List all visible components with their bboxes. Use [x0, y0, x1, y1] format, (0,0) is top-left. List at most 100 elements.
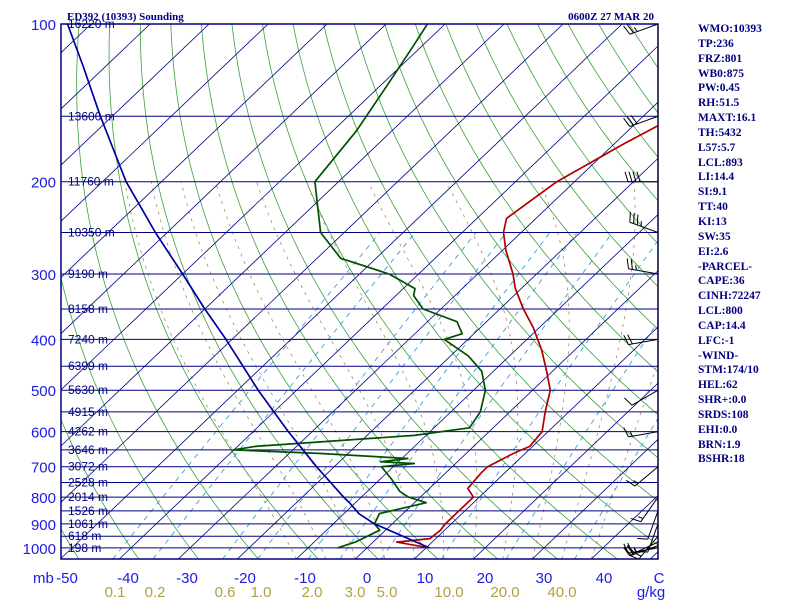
moist-adiabat: [590, 360, 658, 559]
mixing-ratio-label: 3.0: [345, 584, 366, 600]
valid-time: 0600Z 27 MAR 20: [568, 11, 654, 23]
pressure-tick-label: 1000: [23, 541, 56, 558]
height-label: 16220 m: [68, 17, 115, 31]
height-label: 3646 m: [68, 443, 108, 457]
dry-adiabat: [170, 24, 439, 559]
wind-barb: [623, 427, 659, 438]
wind-barb: [623, 23, 659, 35]
index-item: CINH:72247: [698, 290, 761, 303]
temperature-tick-label: 30: [536, 570, 553, 587]
dry-adiabat: [61, 418, 140, 559]
height-label: 1061 m: [68, 517, 108, 531]
dewpoint-profile: [233, 24, 487, 549]
index-item: SI:9.1: [698, 186, 728, 199]
isotherm: [296, 214, 658, 559]
index-item: TH:5432: [698, 126, 742, 139]
mixing-ratio-label: 5.0: [377, 584, 398, 600]
height-label: 3072 m: [68, 460, 108, 474]
pressure-tick-label: 100: [31, 17, 56, 34]
temperature-tick-label: 10: [417, 570, 434, 587]
parcel-profile: [66, 24, 430, 549]
isotherm: [61, 24, 269, 222]
height-label: 13600 m: [68, 109, 115, 123]
index-item: LFC:-1: [698, 334, 735, 347]
wind-barb: [624, 389, 659, 406]
wind-barb: [637, 510, 659, 540]
index-item: FRZ:801: [698, 52, 743, 65]
index-item: LCL:800: [698, 305, 743, 318]
pressure-tick-label: 600: [31, 425, 56, 442]
profile-lines: [66, 24, 658, 549]
index-item: HEL:62: [698, 379, 738, 392]
index-item: KI:13: [698, 215, 727, 228]
sounding-indices: WMO:10393 TP:236 FRZ:801 WB0:875 PW:0.45 RH:5…: [698, 22, 798, 467]
temperature-tick-label: 20: [477, 570, 494, 587]
wind-barb: [626, 258, 659, 275]
index-item: SRDS:108: [698, 408, 749, 421]
height-label: 618 m: [68, 529, 101, 543]
station-title: ED392 (10393) Sounding: [67, 11, 184, 23]
wind-barb: [624, 171, 658, 183]
pressure-tick-label: 900: [31, 517, 56, 534]
index-item: TT:40: [698, 201, 728, 214]
index-item: EHI:0.0: [698, 423, 738, 436]
moist-adiabat: [180, 181, 356, 559]
index-item: TP:236: [698, 37, 734, 50]
height-label: 2528 m: [68, 475, 108, 489]
wind-barb: [629, 211, 659, 233]
mixing-ratio-label: 0.2: [145, 584, 166, 600]
temperature-profile: [395, 124, 658, 549]
dry-adiabat: [445, 24, 658, 330]
isotherm: [61, 24, 210, 166]
wind-barb: [630, 496, 659, 523]
moist-adiabat: [367, 181, 478, 559]
index-item: SHR+:0.0: [698, 394, 747, 407]
mixing-ratio-label: 20.0: [490, 584, 519, 600]
isotherm: [61, 24, 505, 447]
temperature-tick-label: 0: [363, 570, 371, 587]
index-item: WMO:10393: [698, 23, 762, 35]
height-label: 6399 m: [68, 359, 108, 373]
isotherm: [237, 157, 658, 559]
index-item: L57:5.7: [698, 141, 736, 154]
index-item: PW:0.45: [698, 82, 740, 95]
height-label: 7240 m: [68, 332, 108, 346]
pressure-tick-label: 700: [31, 460, 56, 477]
height-label: 1526 m: [68, 504, 108, 518]
isotherm: [532, 438, 658, 559]
isotherm: [119, 45, 658, 559]
dry-adiabat: [108, 24, 319, 559]
index-item: RH:51.5: [698, 97, 740, 110]
isotherm: [61, 24, 328, 278]
mixing-ratio-label: 10.0: [434, 584, 463, 600]
wind-barb: [623, 115, 659, 127]
wind-barb: [637, 523, 659, 553]
isotherm: [178, 101, 658, 559]
isotherm: [355, 270, 658, 559]
mixing-ratio-line: [505, 320, 658, 559]
x-axis-unit: mb: [33, 570, 54, 587]
wind-barbs: [623, 23, 659, 560]
isotherm: [414, 326, 658, 559]
index-item: -PARCEL-: [698, 260, 753, 273]
dry-adiabat: [76, 24, 259, 559]
dry-adiabat: [61, 276, 199, 559]
index-item: LCL:893: [698, 156, 743, 169]
moist-adiabat: [561, 181, 636, 559]
wind-barb: [626, 466, 659, 487]
wind-barb: [628, 535, 659, 560]
index-item: LI:14.4: [698, 171, 735, 184]
height-label: 4262 m: [68, 425, 108, 439]
height-label: 9190 m: [68, 267, 108, 281]
temperature-tick-label: -40: [117, 570, 139, 587]
wind-barb: [623, 334, 659, 346]
mixing-ratio-label: 1.0: [251, 584, 272, 600]
height-label: 10350 m: [68, 225, 115, 239]
height-label: 11760 m: [68, 175, 114, 189]
dry-adiabat: [231, 24, 558, 559]
dry-adiabat: [414, 24, 658, 373]
temperature-tick-label: -10: [294, 570, 316, 587]
moist-adiabat: [256, 181, 415, 559]
pressure-tick-label: 200: [31, 175, 56, 192]
